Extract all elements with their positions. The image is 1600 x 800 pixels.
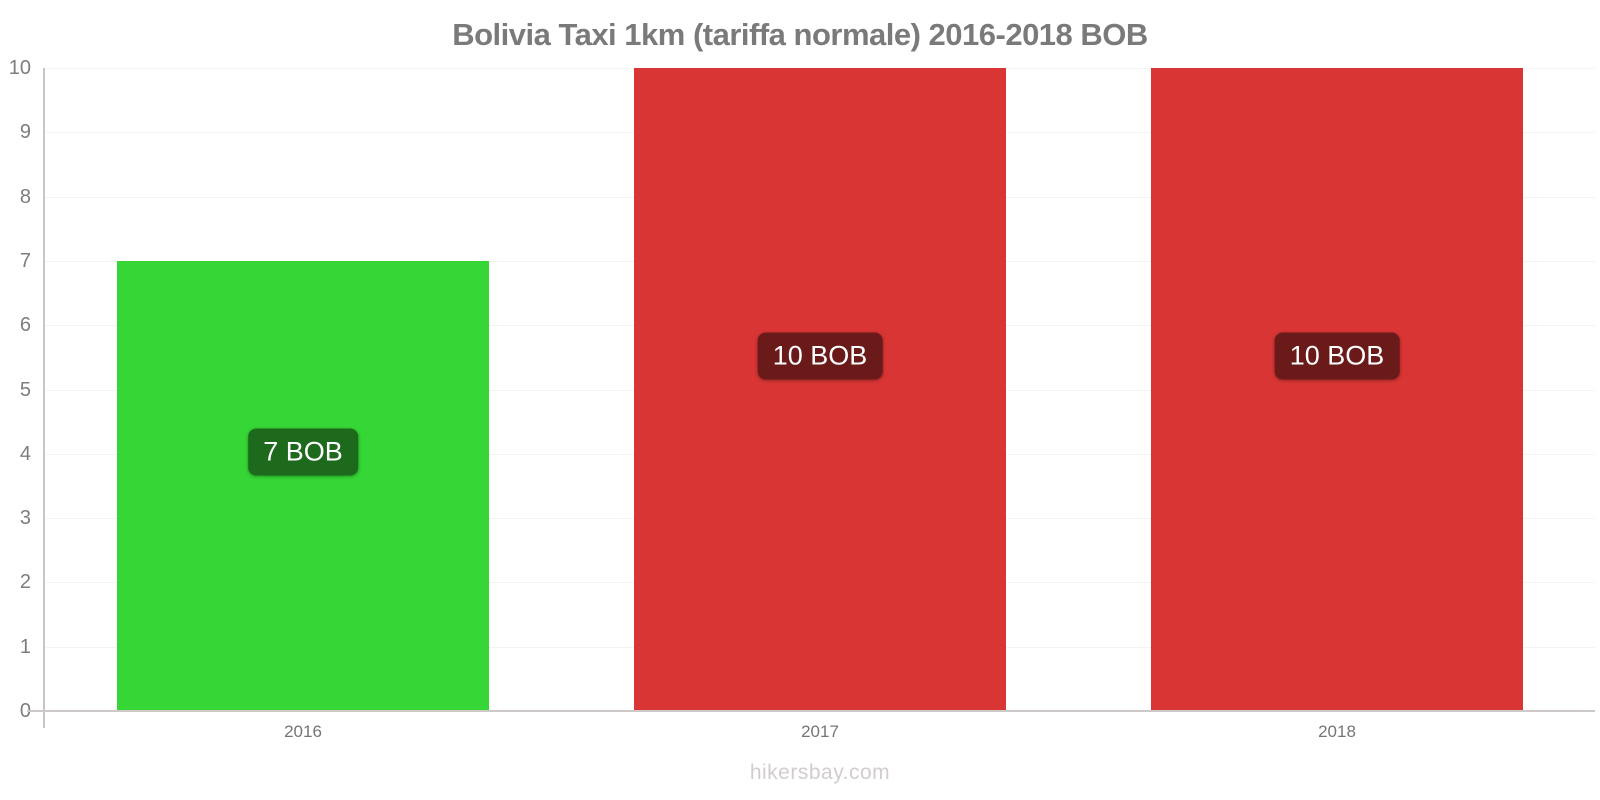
y-axis-tick-label-8: 8 — [19, 186, 31, 208]
x-axis-label-2017: 2017 — [801, 722, 839, 741]
y-axis-tick-label-7: 7 — [19, 250, 31, 272]
y-axis-tick-label-5: 5 — [19, 379, 31, 401]
y-axis-tick-label-2: 2 — [19, 571, 31, 593]
y-axis-tick-label-9: 9 — [19, 121, 31, 143]
y-axis-tick-label-4: 4 — [19, 443, 31, 465]
x-axis-label-2016: 2016 — [284, 722, 322, 741]
y-axis-tick-label-0: 0 — [19, 700, 31, 722]
bar-value-label-2017: 10 BOB — [757, 332, 883, 380]
y-axis-tick-label-3: 3 — [19, 507, 31, 529]
zero-tick-mark — [27, 710, 44, 712]
watermark-hikersbay: hikersbay.com — [749, 761, 891, 784]
bar-2016[interactable]: 7 BOB — [117, 261, 489, 711]
chart-title: Bolivia Taxi 1km (tariffa normale) 2016-… — [452, 17, 1148, 52]
x-axis-label-2018: 2018 — [1318, 722, 1356, 741]
y-axis-tick-label-6: 6 — [19, 314, 31, 336]
x-axis-baseline — [44, 710, 1595, 712]
y-axis-tick-label-10: 10 — [8, 57, 31, 79]
y-axis-tick-label-1: 1 — [19, 636, 31, 658]
bar-value-label-2018: 10 BOB — [1274, 332, 1400, 380]
bar-2018[interactable]: 10 BOB — [1151, 68, 1523, 711]
bar-value-label-2016: 7 BOB — [248, 428, 358, 476]
y-axis-line — [43, 68, 45, 728]
bar-2017[interactable]: 10 BOB — [634, 68, 1006, 711]
